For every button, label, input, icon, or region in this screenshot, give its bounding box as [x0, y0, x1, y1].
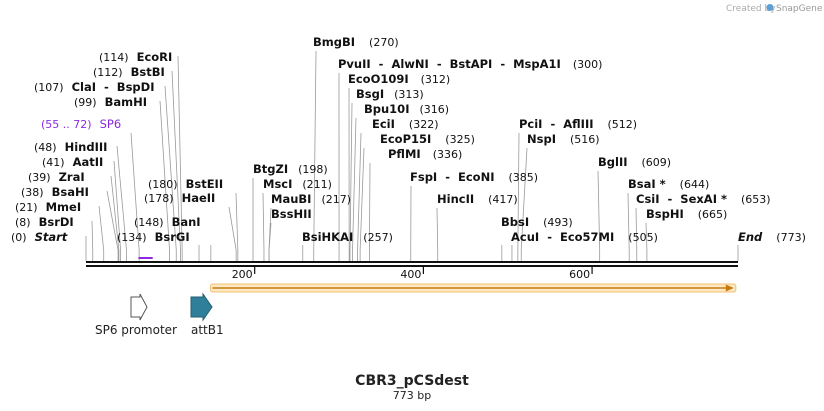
leader-site-bsahi [106, 190, 119, 261]
site-haeii[interactable]: (178) HaeII [144, 191, 215, 205]
backbone [86, 257, 738, 267]
site-bsteii[interactable]: (180) BstEII [148, 177, 223, 191]
site-acui-eco57mi[interactable]: AcuI - Eco57MI (505) [511, 230, 658, 244]
site-bani[interactable]: (148) BanI [134, 215, 201, 229]
leader-site-zrai [110, 175, 120, 261]
site-hindiii[interactable]: (48) HindIII [34, 140, 107, 154]
leader-site-bsrdi [91, 220, 94, 261]
site-btgzi[interactable]: BtgZI (198) [253, 162, 328, 176]
site-ecop15i[interactable]: EcoP15I (325) [380, 132, 475, 146]
leader-site-bpu10i [352, 117, 357, 261]
leader-site-bsteii [235, 192, 239, 261]
leader-site-aatii [113, 160, 121, 261]
credit-brand: SnapGene [776, 4, 823, 14]
leader-site-bsgi [349, 102, 353, 261]
leader-site-bmgbi [313, 50, 317, 261]
tick-600: 600 [569, 266, 593, 281]
site-aatii[interactable]: (41) AatII [42, 155, 103, 169]
leader-site-mmei [98, 205, 105, 261]
site-hincii[interactable]: HincII (417) [437, 192, 518, 206]
leader-site-bsshii [268, 222, 272, 261]
site-bstbi[interactable]: (112) BstBI [93, 65, 165, 79]
leader-site-nspi [520, 147, 528, 261]
site-csii-sexai[interactable]: CsiI - SexAI * (653) [636, 192, 771, 206]
leader-site-pcii-afliii [517, 132, 520, 261]
features: SP6 promoter attB1 [95, 292, 224, 337]
site-bbsi[interactable]: BbsI (493) [501, 215, 573, 229]
site-pcii-afliii[interactable]: PciI - AflIII (512) [519, 117, 637, 131]
site-end[interactable]: End (773) [738, 230, 806, 244]
site-bglii[interactable]: BglII (609) [598, 155, 671, 169]
tick-label-600: 600 [569, 268, 590, 281]
site-bsihkai[interactable]: BsiHKAI (257) [302, 230, 393, 244]
site-ecii[interactable]: EciI (322) [372, 117, 439, 131]
feature-sp6-promoter[interactable]: SP6 promoter [95, 293, 177, 337]
primer-sp6[interactable]: (55 .. 72) SP6 [41, 117, 121, 131]
site-clai-bspdi[interactable]: (107) ClaI - BspDI [34, 80, 154, 94]
feature-label-attb1: attB1 [191, 323, 224, 337]
ruler: 200 400 600 [232, 266, 593, 281]
site-start[interactable]: (0) Start [11, 230, 68, 244]
tick-200: 200 [232, 266, 256, 281]
site-bmgbi[interactable]: BmgBI (270) [313, 35, 399, 49]
leader-site-hindiii [116, 145, 127, 261]
site-pvuii-group[interactable]: PvuII - AlwNI - BstAPI - MspA1I (300) [338, 57, 602, 71]
site-msci[interactable]: MscI (211) [263, 177, 332, 191]
site-bsai[interactable]: BsaI * (644) [628, 177, 709, 191]
site-nspi[interactable]: NspI (516) [527, 132, 600, 146]
snapgene-logo-icon [766, 4, 774, 11]
credit: Created by SnapGene [726, 4, 823, 14]
site-maubi[interactable]: MauBI (217) [271, 192, 351, 206]
leader-site-bglii [597, 170, 601, 261]
site-bsgi[interactable]: BsgI (313) [356, 87, 424, 101]
site-fspi-econi[interactable]: FspI - EcoNI (385) [410, 170, 538, 184]
site-ecoo109i[interactable]: EcoO109I (312) [348, 72, 450, 86]
leader-site-bsphi [645, 222, 648, 261]
leader-site-hincii [436, 207, 439, 261]
site-bsrgi[interactable]: (134) BsrGI [117, 230, 190, 244]
map-length: 773 bp [393, 389, 431, 402]
leader-site-ecop15i [359, 147, 365, 261]
leader-site-clai-bspdi [164, 85, 177, 261]
tick-label-200: 200 [232, 268, 253, 281]
leader-site-msci [262, 192, 265, 261]
feature-attb1[interactable]: attB1 [190, 292, 224, 337]
credit-text: Created by [726, 4, 776, 14]
site-bsahi[interactable]: (38) BsaHI [21, 185, 89, 199]
site-bpu10i[interactable]: Bpu10I (316) [364, 102, 449, 116]
site-mmei[interactable]: (21) MmeI [15, 200, 81, 214]
site-bamhi[interactable]: (99) BamHI [74, 95, 147, 109]
site-pflmi[interactable]: PflMI (336) [388, 147, 462, 161]
leader-site-pflmi [369, 162, 371, 261]
site-bsshii[interactable]: BssHII [271, 207, 312, 221]
leader-site-haeii [228, 206, 237, 261]
feature-label-sp6-promoter: SP6 promoter [95, 323, 177, 337]
leader-site-ecori [177, 55, 183, 261]
site-bsphi[interactable]: BspHI (665) [646, 207, 727, 221]
leader-site-bamhi [159, 100, 170, 261]
site-bsrdi[interactable]: (8) BsrDI [15, 215, 74, 229]
attb1-arrow-icon [190, 292, 213, 322]
leader-site-ecii [357, 132, 362, 261]
tick-400: 400 [400, 266, 424, 281]
leader-site-bsai [627, 192, 630, 261]
orf-arrow[interactable] [210, 283, 737, 293]
leader-lines [85, 50, 739, 261]
site-labels: (0) Start (8) BsrDI (21) MmeI (38) BsaHI (39… [11, 35, 806, 244]
leader-site-csii-sexai [635, 207, 638, 261]
site-zrai[interactable]: (39) ZraI [28, 170, 85, 184]
map-title: CBR3_pCSdest [355, 373, 469, 389]
map-title-block: CBR3_pCSdest 773 bp [355, 373, 469, 402]
leader-site-bstbi [171, 70, 181, 261]
tick-label-400: 400 [400, 268, 421, 281]
promoter-arrow-icon [130, 293, 148, 321]
site-ecori[interactable]: (114) EcoRI [99, 50, 172, 64]
